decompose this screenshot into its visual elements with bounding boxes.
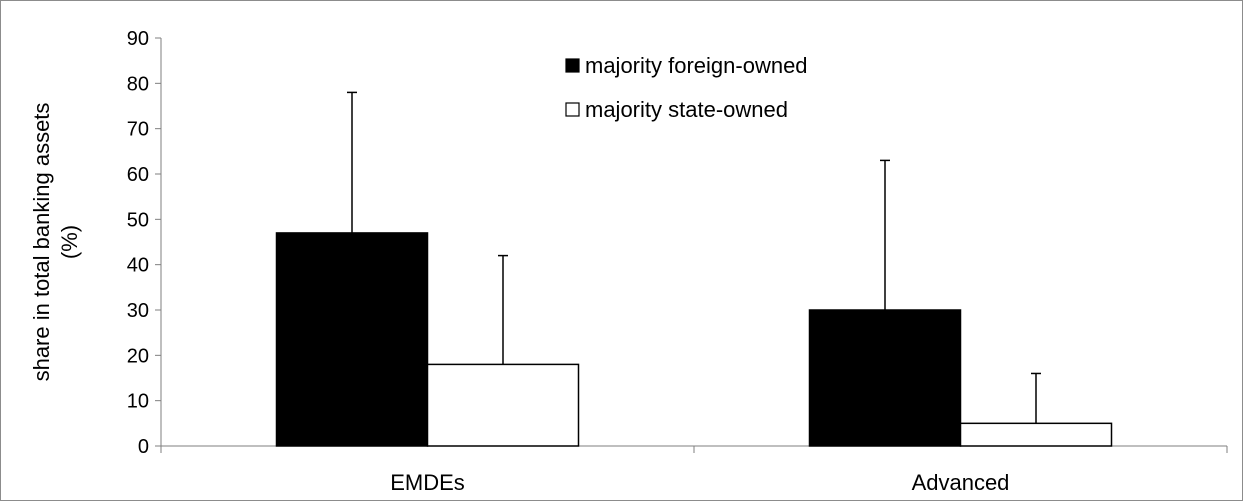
- y-tick-label: 90: [127, 28, 149, 50]
- y-tick-label: 30: [127, 300, 149, 322]
- y-axis-title: share in total banking assets (%): [29, 103, 82, 382]
- y-tick-label: 40: [127, 255, 149, 277]
- legend-label: majority foreign-owned: [585, 53, 808, 78]
- y-tick-label: 10: [127, 391, 149, 413]
- x-category-label: Advanced: [912, 470, 1010, 495]
- bars: [275, 232, 1113, 447]
- bar: [275, 232, 429, 447]
- y-axis-title-line: share in total banking assets: [29, 103, 54, 382]
- y-tick-label: 70: [127, 119, 149, 141]
- legend: majority foreign-owned majority state-own…: [565, 53, 808, 122]
- bar: [808, 309, 962, 447]
- y-tick-label: 60: [127, 164, 149, 186]
- y-tick-label: 0: [138, 436, 149, 458]
- y-axis-title-line: (%): [57, 225, 82, 259]
- error-bars: [347, 91, 1041, 424]
- y-tick-label: 50: [127, 209, 149, 231]
- legend-label: majority state-owned: [585, 97, 788, 122]
- legend-swatch: [565, 102, 580, 117]
- bar: [959, 422, 1113, 447]
- bar: [426, 363, 580, 447]
- y-tick-label: 20: [127, 345, 149, 367]
- legend-swatch: [565, 58, 580, 73]
- y-tick-label: 80: [127, 73, 149, 95]
- x-category-label: EMDEs: [390, 470, 465, 495]
